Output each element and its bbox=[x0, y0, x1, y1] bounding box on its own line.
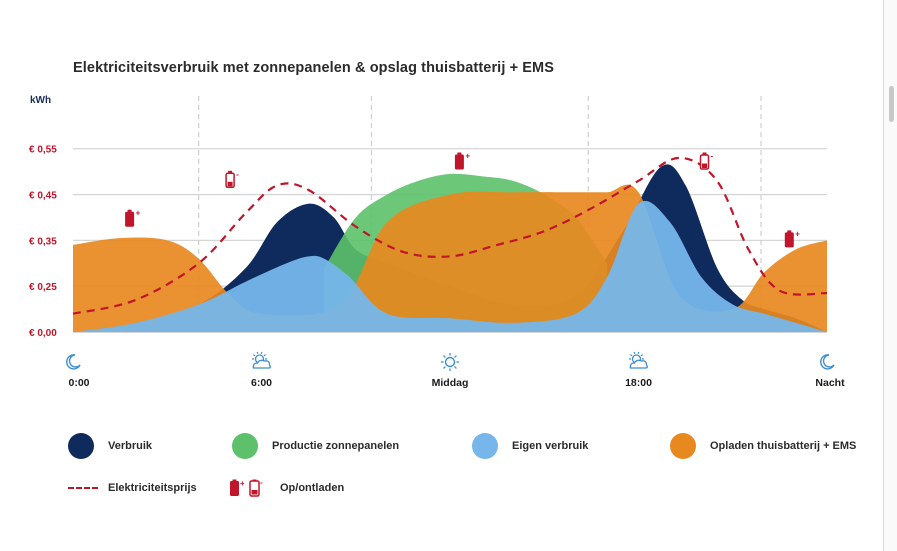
sun-ray bbox=[256, 351, 259, 354]
scrollbar-track[interactable] bbox=[883, 0, 897, 551]
cloud-shape bbox=[629, 359, 648, 369]
battery-body bbox=[454, 154, 464, 170]
legend-label-eigen: Eigen verbruik bbox=[512, 440, 589, 452]
legend-swatch-eigen bbox=[472, 433, 498, 459]
x-tick-label: 0:00 bbox=[68, 377, 89, 389]
battery-cap bbox=[702, 152, 707, 155]
sun-cloud-icon bbox=[252, 351, 271, 369]
battery-body bbox=[125, 211, 135, 227]
x-tick-label: 6:00 bbox=[251, 377, 272, 389]
x-tick-label: Middag bbox=[432, 377, 469, 389]
battery-sign: - bbox=[236, 170, 239, 179]
legend-label-verbruik: Verbruik bbox=[108, 440, 153, 452]
legend-prijs: Elektriciteitsprijs bbox=[68, 482, 197, 494]
legend-swatch-productie bbox=[232, 433, 258, 459]
sun-ray bbox=[637, 351, 640, 354]
battery-discharge-icon: - bbox=[249, 478, 263, 497]
battery-sign: + bbox=[136, 209, 141, 218]
sun-ray bbox=[454, 366, 457, 369]
battery-charge-marker: + bbox=[125, 209, 141, 227]
x-tick-label: Nacht bbox=[815, 377, 845, 389]
legend-label-productie: Productie zonnepanelen bbox=[272, 440, 400, 452]
moon-icon bbox=[820, 354, 835, 370]
legend-dash-prijs bbox=[68, 487, 98, 489]
legend-swatch-verbruik bbox=[68, 433, 94, 459]
battery-charge-icon: + bbox=[230, 479, 244, 496]
legend-swatch-opladen bbox=[670, 433, 696, 459]
sun-ray bbox=[454, 355, 457, 358]
sun-ray bbox=[640, 354, 643, 357]
legend-opladen: Opladen thuisbatterij + EMS bbox=[670, 433, 856, 459]
sun-cloud-icon bbox=[629, 351, 648, 369]
sun-ray bbox=[630, 354, 633, 357]
legend-battery-icons: + - bbox=[228, 477, 268, 499]
legend-label-battery: Op/ontladen bbox=[280, 482, 345, 494]
scrollbar-thumb[interactable] bbox=[889, 86, 894, 122]
battery-sign: + bbox=[795, 229, 800, 238]
battery-charge-marker: + bbox=[784, 229, 800, 248]
battery-level bbox=[227, 181, 233, 187]
sun-ray bbox=[443, 366, 446, 369]
series-eigen-verbruik-area bbox=[73, 200, 827, 332]
y-tick-label: € 0,35 bbox=[29, 236, 57, 247]
battery-cap bbox=[228, 170, 233, 173]
battery-sign: + bbox=[465, 152, 470, 161]
moon-icon bbox=[66, 354, 81, 370]
moon-shape bbox=[66, 354, 81, 370]
sun-icon bbox=[441, 353, 459, 371]
cloud-shape bbox=[252, 359, 271, 369]
battery-discharge-marker: - bbox=[699, 152, 714, 170]
sun-core bbox=[444, 356, 456, 368]
legend-battery: + - Op/ontladen bbox=[228, 477, 344, 499]
y-tick-label: € 0,45 bbox=[29, 191, 57, 202]
legend-eigen: Eigen verbruik bbox=[472, 433, 588, 459]
sun-ray bbox=[253, 354, 256, 357]
y-axis-label: kWh bbox=[30, 95, 51, 106]
y-tick-label: € 0,55 bbox=[29, 145, 57, 156]
svg-text:+: + bbox=[240, 479, 244, 488]
moon-shape bbox=[820, 354, 835, 370]
chart: kWh € 0,00 € 0,25 € 0,35 € 0,45 € 0,55 + - + - +0:… bbox=[29, 95, 845, 389]
battery-cap bbox=[127, 209, 132, 212]
legend-label-opladen: Opladen thuisbatterij + EMS bbox=[710, 440, 857, 452]
sun-ray bbox=[260, 351, 263, 354]
y-tick-label: € 0,25 bbox=[29, 282, 57, 293]
battery-body bbox=[784, 232, 794, 248]
svg-text:-: - bbox=[260, 478, 263, 487]
sun-ray bbox=[633, 351, 636, 354]
chart-title: Elektriciteitsverbruik met zonnepanelen … bbox=[73, 60, 554, 76]
legend-verbruik: Verbruik bbox=[68, 433, 152, 459]
legend-label-prijs: Elektriciteitsprijs bbox=[108, 482, 197, 494]
sun-ray bbox=[443, 355, 446, 358]
series-elektriciteitsprijs-line bbox=[72, 156, 828, 315]
battery-discharge-marker: - bbox=[225, 170, 239, 189]
battery-cap bbox=[787, 230, 792, 233]
battery-level bbox=[702, 163, 707, 168]
sun-ray bbox=[263, 354, 266, 357]
y-tick-label: € 0,00 bbox=[29, 328, 57, 339]
x-tick-label: 18:00 bbox=[625, 377, 652, 389]
battery-charge-marker: + bbox=[454, 152, 470, 170]
battery-sign: - bbox=[711, 152, 714, 161]
legend-productie: Productie zonnepanelen bbox=[232, 433, 399, 459]
battery-cap bbox=[457, 152, 462, 155]
